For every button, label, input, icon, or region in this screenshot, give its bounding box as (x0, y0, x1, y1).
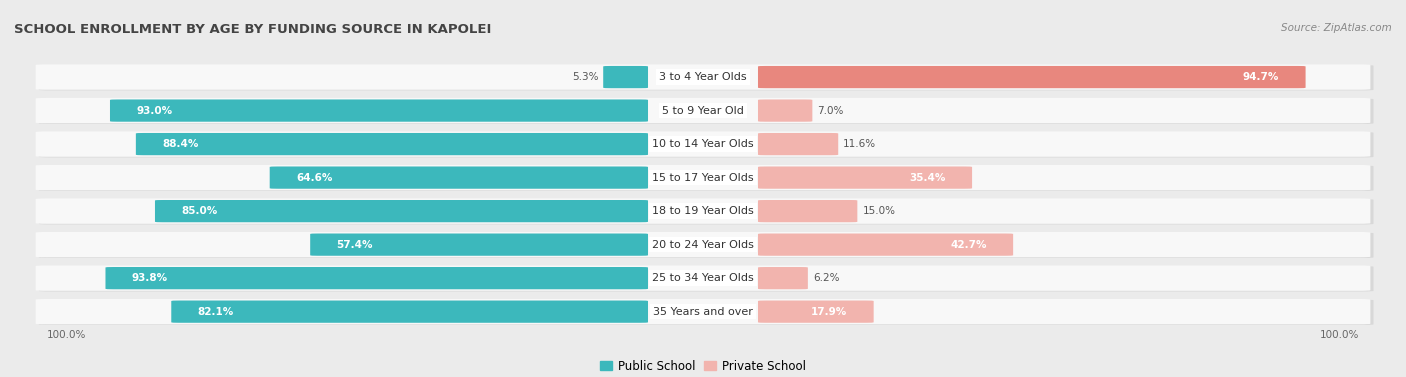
Text: 64.6%: 64.6% (295, 173, 332, 182)
Text: 100.0%: 100.0% (1320, 330, 1360, 340)
Text: 20 to 24 Year Olds: 20 to 24 Year Olds (652, 240, 754, 250)
FancyBboxPatch shape (105, 267, 648, 289)
FancyBboxPatch shape (35, 232, 1371, 257)
Text: 6.2%: 6.2% (813, 273, 839, 283)
Text: 5 to 9 Year Old: 5 to 9 Year Old (662, 106, 744, 116)
FancyBboxPatch shape (35, 64, 1371, 90)
Text: 85.0%: 85.0% (181, 206, 218, 216)
FancyBboxPatch shape (39, 233, 1374, 258)
Text: 18 to 19 Year Olds: 18 to 19 Year Olds (652, 206, 754, 216)
FancyBboxPatch shape (758, 233, 1014, 256)
FancyBboxPatch shape (603, 66, 648, 88)
Text: 11.6%: 11.6% (844, 139, 876, 149)
FancyBboxPatch shape (758, 200, 858, 222)
FancyBboxPatch shape (311, 233, 648, 256)
FancyBboxPatch shape (758, 133, 838, 155)
FancyBboxPatch shape (758, 167, 972, 189)
FancyBboxPatch shape (35, 165, 1371, 190)
FancyBboxPatch shape (758, 267, 808, 289)
FancyBboxPatch shape (35, 299, 1371, 324)
FancyBboxPatch shape (39, 65, 1374, 90)
FancyBboxPatch shape (758, 66, 1306, 88)
Text: 88.4%: 88.4% (162, 139, 198, 149)
FancyBboxPatch shape (39, 300, 1374, 325)
Text: 42.7%: 42.7% (950, 240, 987, 250)
FancyBboxPatch shape (35, 265, 1371, 291)
Text: 15 to 17 Year Olds: 15 to 17 Year Olds (652, 173, 754, 182)
Text: SCHOOL ENROLLMENT BY AGE BY FUNDING SOURCE IN KAPOLEI: SCHOOL ENROLLMENT BY AGE BY FUNDING SOUR… (14, 23, 492, 35)
Text: 17.9%: 17.9% (811, 307, 848, 317)
FancyBboxPatch shape (758, 100, 813, 122)
FancyBboxPatch shape (110, 100, 648, 122)
Text: 10 to 14 Year Olds: 10 to 14 Year Olds (652, 139, 754, 149)
FancyBboxPatch shape (270, 167, 648, 189)
Text: 82.1%: 82.1% (197, 307, 233, 317)
FancyBboxPatch shape (758, 300, 873, 323)
Text: 93.0%: 93.0% (136, 106, 173, 116)
Text: 35.4%: 35.4% (910, 173, 946, 182)
Text: 25 to 34 Year Olds: 25 to 34 Year Olds (652, 273, 754, 283)
FancyBboxPatch shape (39, 266, 1374, 291)
Text: 15.0%: 15.0% (862, 206, 896, 216)
Text: 35 Years and over: 35 Years and over (652, 307, 754, 317)
FancyBboxPatch shape (155, 200, 648, 222)
Text: 5.3%: 5.3% (572, 72, 598, 82)
FancyBboxPatch shape (172, 300, 648, 323)
FancyBboxPatch shape (136, 133, 648, 155)
Text: 3 to 4 Year Olds: 3 to 4 Year Olds (659, 72, 747, 82)
FancyBboxPatch shape (39, 166, 1374, 191)
Text: 7.0%: 7.0% (817, 106, 844, 116)
Legend: Public School, Private School: Public School, Private School (595, 355, 811, 377)
FancyBboxPatch shape (39, 199, 1374, 224)
FancyBboxPatch shape (35, 98, 1371, 123)
Text: Source: ZipAtlas.com: Source: ZipAtlas.com (1281, 23, 1392, 33)
Text: 57.4%: 57.4% (336, 240, 373, 250)
FancyBboxPatch shape (39, 99, 1374, 124)
Text: 100.0%: 100.0% (46, 330, 86, 340)
FancyBboxPatch shape (35, 132, 1371, 157)
Text: 93.8%: 93.8% (132, 273, 167, 283)
FancyBboxPatch shape (35, 198, 1371, 224)
FancyBboxPatch shape (39, 132, 1374, 158)
Text: 94.7%: 94.7% (1243, 72, 1279, 82)
